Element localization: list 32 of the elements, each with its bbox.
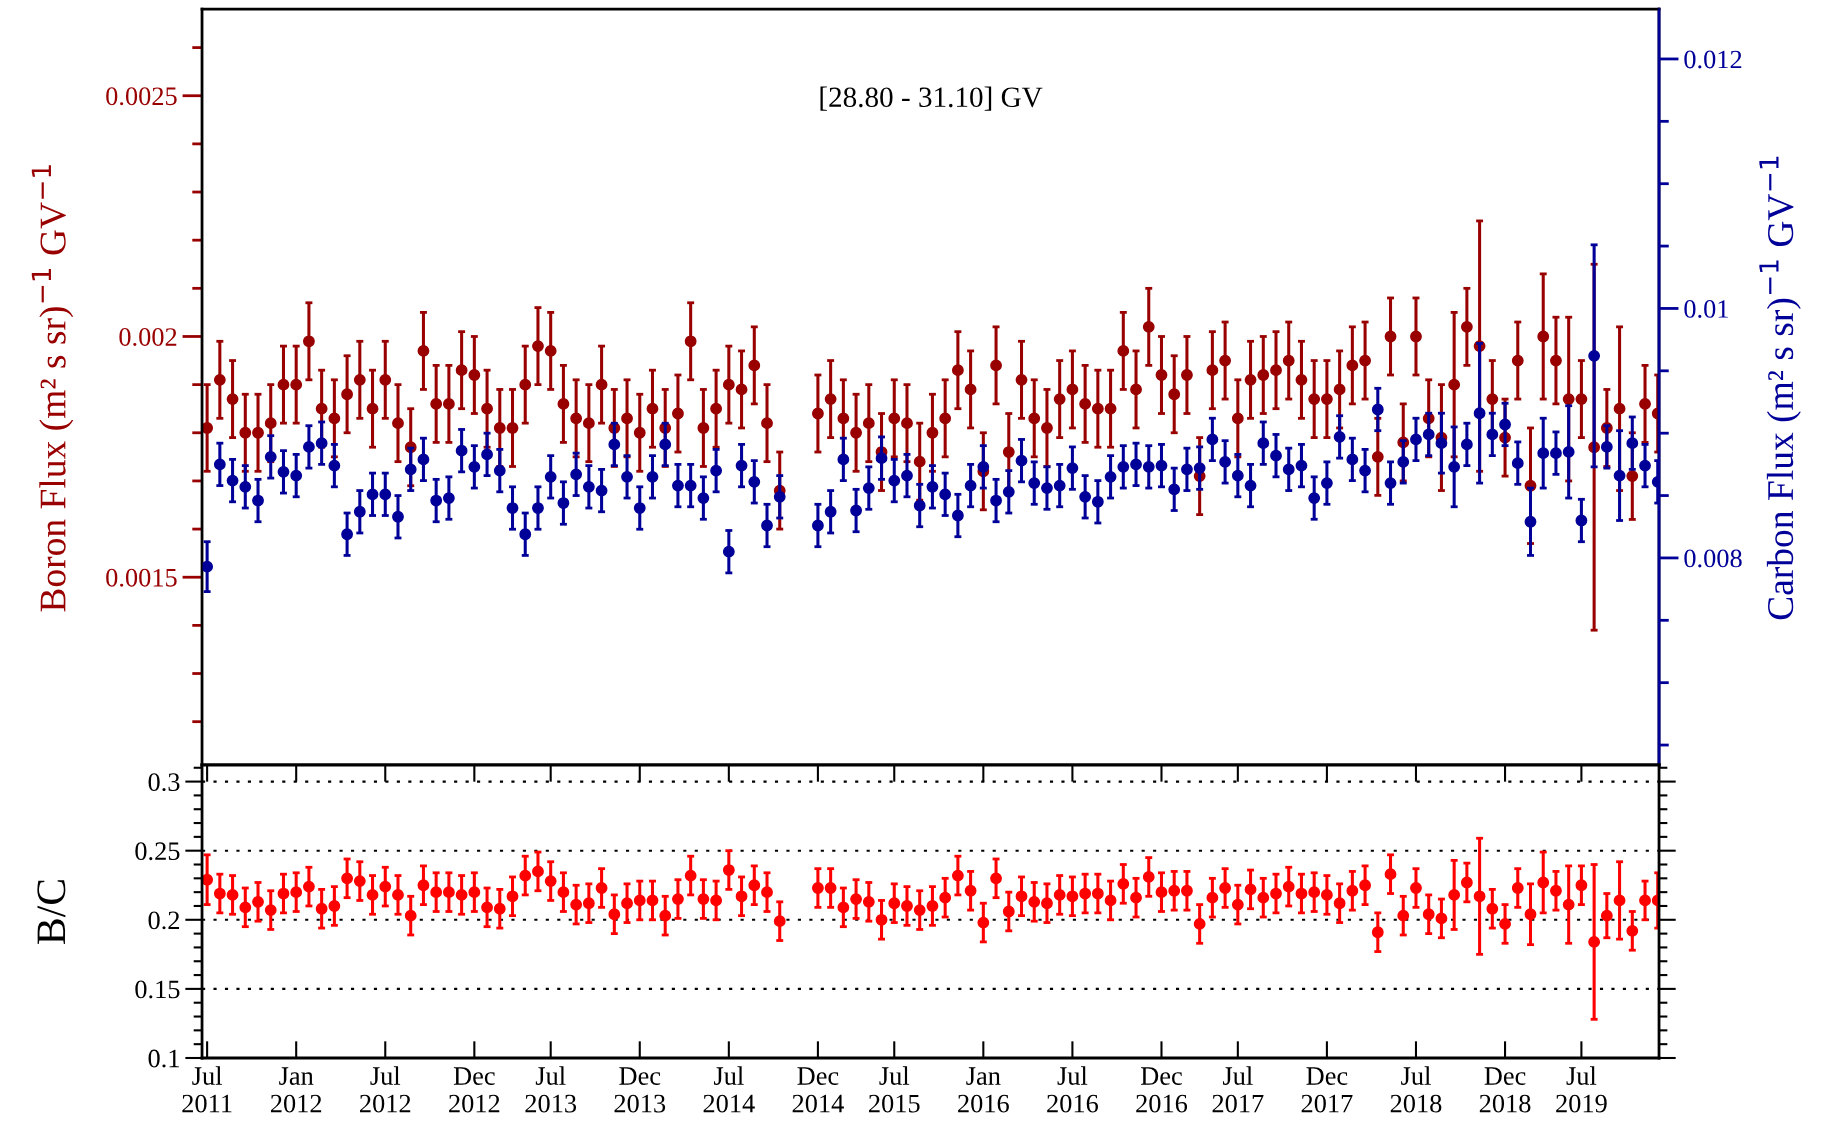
x-tick-label: Jul 2013	[525, 1066, 577, 1113]
y-tick-label: 0.1	[148, 1049, 179, 1068]
y2-tick-label: 0.008	[1684, 549, 1742, 568]
x-tick-label: Jan 2016	[958, 1067, 1009, 1113]
x-tick-label: Jul 2014	[703, 1066, 755, 1113]
y-tick-label: 0.25	[135, 842, 180, 861]
x-tick-label: Jul 2019	[1556, 1066, 1607, 1113]
x-tick-label: Dec 2016	[1136, 1067, 1188, 1113]
y-axis-title: B/C	[37, 880, 66, 944]
x-tick-label: Dec 2012	[449, 1067, 500, 1113]
y-axis-title: Boron Flux (m² s sr)$^{−1}$ GV$^{−1}$	[31, 165, 74, 612]
y2-tick-label: 0.01	[1684, 300, 1728, 318]
x-tick-label: Jul 2017	[1212, 1066, 1264, 1113]
x-tick-label: Dec 2018	[1479, 1067, 1531, 1113]
x-tick-label: Jul 2018	[1390, 1066, 1442, 1113]
x-tick-label: Jan 2012	[270, 1067, 322, 1113]
x-tick-label: Dec 2017	[1301, 1067, 1353, 1113]
y-tick-label: 0.0015	[106, 568, 177, 587]
x-tick-label: Dec 2013	[614, 1067, 666, 1113]
annotation: [28.80 - 31.10] GV	[820, 86, 1043, 111]
x-tick-label: Jul 2016	[1047, 1066, 1099, 1113]
y2-tick-label: 0.012	[1684, 50, 1742, 69]
y2-axis-title: Carbon Flux (m² s sr)$^{−1}$ GV$^{−1}$	[1759, 156, 1801, 620]
x-tick-label: Dec 2014	[792, 1067, 844, 1113]
y-tick-label: 0.3	[148, 773, 180, 792]
x-tick-label: Jul 2012	[360, 1066, 411, 1113]
y-tick-label: 0.2	[148, 911, 180, 930]
y-tick-label: 0.002	[119, 328, 177, 347]
x-tick-label: Jul 2011	[182, 1066, 232, 1113]
y-tick-label: 0.15	[135, 980, 180, 999]
y-tick-label: 0.0025	[106, 87, 177, 106]
x-tick-label: Jul 2015	[869, 1066, 920, 1113]
